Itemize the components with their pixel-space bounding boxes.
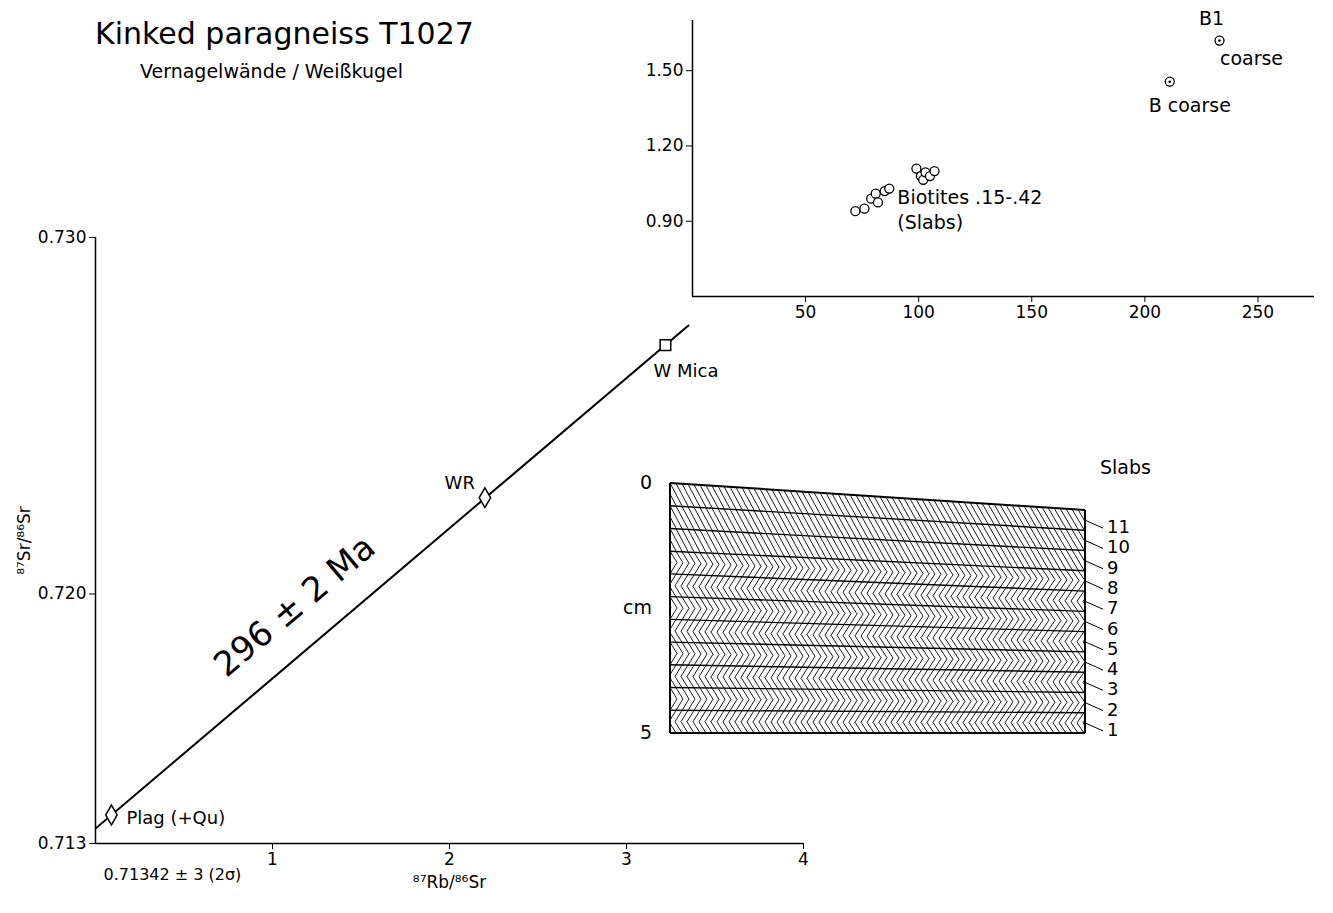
svg-text:2: 2	[444, 849, 455, 869]
svg-text:8: 8	[1107, 577, 1118, 598]
svg-text:3: 3	[1107, 678, 1118, 699]
svg-text:cm: cm	[623, 596, 652, 618]
svg-text:1.20: 1.20	[646, 135, 684, 155]
svg-text:200: 200	[1129, 302, 1161, 322]
svg-text:Biotites .15-.42: Biotites .15-.42	[897, 186, 1042, 208]
svg-text:150: 150	[1016, 302, 1048, 322]
svg-text:5: 5	[640, 721, 652, 743]
svg-text:⁸⁷Sr/⁸⁶Sr: ⁸⁷Sr/⁸⁶Sr	[14, 506, 34, 575]
svg-text:0.71342 ± 3 (2σ): 0.71342 ± 3 (2σ)	[104, 865, 242, 884]
svg-text:6: 6	[1107, 618, 1118, 639]
svg-text:Plag (+Qu): Plag (+Qu)	[126, 807, 225, 828]
svg-text:2: 2	[1107, 699, 1118, 720]
svg-text:coarse: coarse	[1220, 47, 1283, 69]
svg-text:(Slabs): (Slabs)	[897, 211, 963, 233]
svg-text:4: 4	[1107, 658, 1118, 679]
svg-text:1.50: 1.50	[646, 60, 684, 80]
svg-text:⁸⁷Rb/⁸⁶Sr: ⁸⁷Rb/⁸⁶Sr	[413, 872, 486, 892]
svg-text:B coarse: B coarse	[1149, 94, 1231, 116]
svg-text:5: 5	[1107, 638, 1118, 659]
svg-text:3: 3	[621, 849, 632, 869]
svg-text:Slabs: Slabs	[1100, 456, 1151, 478]
svg-text:0.713: 0.713	[38, 833, 87, 853]
svg-text:250: 250	[1242, 302, 1274, 322]
svg-text:100: 100	[902, 302, 934, 322]
svg-text:9: 9	[1107, 557, 1118, 578]
svg-text:4: 4	[798, 849, 809, 869]
svg-text:1: 1	[1107, 719, 1118, 740]
html-text:Vernagelwände / Weißkugel: Vernagelwände / Weißkugel	[140, 60, 403, 82]
svg-text:0.720: 0.720	[38, 583, 87, 603]
svg-text:296 ± 2 Ma: 296 ± 2 Ma	[206, 527, 383, 685]
svg-text:1: 1	[267, 849, 278, 869]
html-text:Kinked paragneiss T1027: Kinked paragneiss T1027	[95, 16, 474, 51]
svg-text:0.730: 0.730	[38, 227, 87, 247]
svg-text:B1: B1	[1199, 7, 1224, 29]
svg-text:0: 0	[640, 471, 652, 493]
svg-text:0.90: 0.90	[646, 211, 684, 231]
svg-text:WR: WR	[445, 472, 475, 493]
svg-text:11: 11	[1107, 516, 1130, 537]
svg-text:10: 10	[1107, 536, 1130, 557]
svg-text:7: 7	[1107, 597, 1118, 618]
svg-text:W Mica: W Mica	[653, 360, 718, 381]
svg-text:50: 50	[795, 302, 817, 322]
